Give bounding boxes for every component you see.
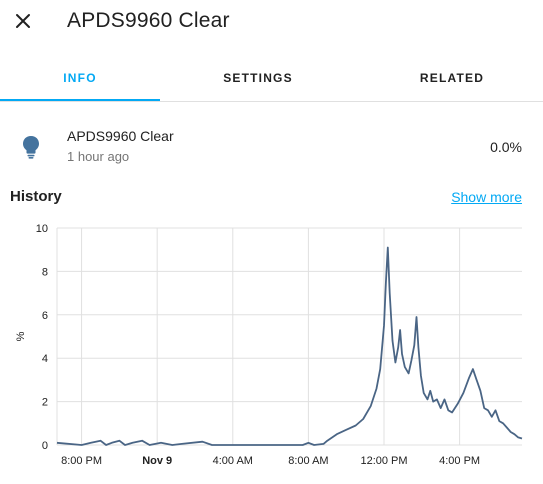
x-tick-label: 12:00 PM xyxy=(360,455,407,467)
x-tick-label: 8:00 PM xyxy=(61,455,102,467)
y-tick-label: 10 xyxy=(36,223,48,235)
tab-related[interactable]: RELATED xyxy=(419,71,485,85)
lightbulb-icon xyxy=(21,135,41,159)
x-tick-label: 8:00 AM xyxy=(288,455,328,467)
entity-name: APDS9960 Clear xyxy=(67,128,174,144)
y-tick-label: 4 xyxy=(42,353,48,365)
x-tick-label: Nov 9 xyxy=(142,455,172,467)
entity-state-value: 0.0% xyxy=(490,139,522,155)
dialog-header: APDS9960 Clear xyxy=(0,0,543,44)
history-heading: History xyxy=(10,188,62,205)
x-tick-label: 4:00 AM xyxy=(213,455,253,467)
y-tick-label: 0 xyxy=(42,440,48,452)
tab-bar: INFO SETTINGS RELATED xyxy=(0,60,543,102)
tab-settings[interactable]: SETTINGS xyxy=(223,71,293,85)
tab-info[interactable]: INFO xyxy=(63,71,97,85)
y-tick-label: 2 xyxy=(42,397,48,409)
dialog-title: APDS9960 Clear xyxy=(67,9,230,32)
close-button[interactable] xyxy=(10,8,36,34)
entity-row: APDS9960 Clear 1 hour ago 0.0% xyxy=(0,122,543,170)
show-more-link[interactable]: Show more xyxy=(451,189,522,205)
close-icon xyxy=(16,14,30,28)
active-tab-indicator xyxy=(0,99,160,101)
y-tick-label: 6 xyxy=(42,310,48,322)
history-chart-svg: 0 2 4 6 8 10 8:00 PM Nov 9 4:00 AM 8:00 AM 12:00 P… xyxy=(15,223,523,467)
history-series-line xyxy=(56,246,523,446)
entity-last-changed: 1 hour ago xyxy=(67,149,130,164)
y-tick-label: 8 xyxy=(42,266,48,278)
y-axis-label: % xyxy=(15,331,27,341)
x-tick-label: 4:00 PM xyxy=(439,455,480,467)
history-chart: 0 2 4 6 8 10 8:00 PM Nov 9 4:00 AM 8:00 AM 12:00 P… xyxy=(0,215,543,484)
